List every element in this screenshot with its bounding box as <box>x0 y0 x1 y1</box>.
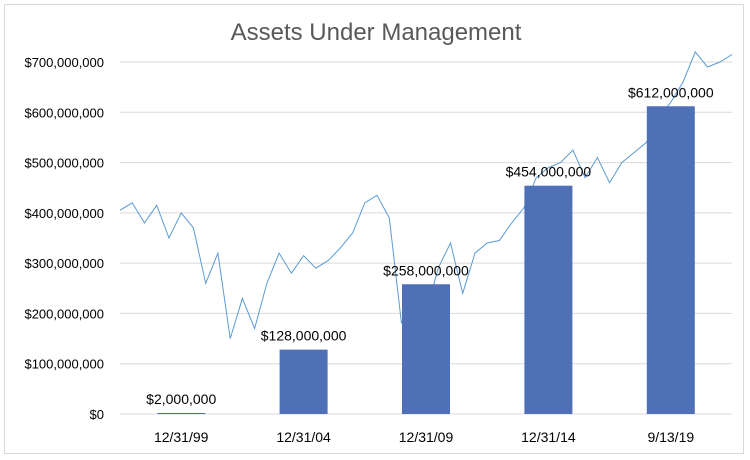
bar <box>279 349 328 414</box>
data-label: $2,000,000 <box>146 391 216 407</box>
bar <box>524 185 573 414</box>
y-tick-label: $300,000,000 <box>24 256 104 271</box>
chart-frame <box>4 4 744 454</box>
data-label: $258,000,000 <box>383 262 469 278</box>
y-tick-label: $200,000,000 <box>24 306 104 321</box>
data-label: $128,000,000 <box>261 328 347 344</box>
y-tick-label: $400,000,000 <box>24 206 104 221</box>
y-tick-label: $600,000,000 <box>24 105 104 120</box>
bar <box>646 106 695 414</box>
data-label: $612,000,000 <box>628 84 714 100</box>
x-tick-label: 12/31/09 <box>399 429 454 445</box>
bar <box>402 284 450 414</box>
x-tick-label: 12/31/04 <box>276 429 331 445</box>
y-tick-label: $0 <box>90 407 104 422</box>
x-axis-ticks: 12/31/99 12/31/04 12/31/09 12/31/14 9/13/19 <box>154 429 694 445</box>
data-label: $454,000,000 <box>506 164 592 180</box>
y-tick-label: $500,000,000 <box>24 156 104 171</box>
data-labels: $2,000,000 $128,000,000 $258,000,000 $454,0… <box>146 84 714 407</box>
x-tick-label: 12/31/99 <box>154 429 209 445</box>
y-tick-label: $700,000,000 <box>24 55 104 70</box>
y-tick-label: $100,000,000 <box>24 357 104 372</box>
y-axis-ticks: $0 $100,000,000 $200,000,000 $300,000,000 $4… <box>24 55 104 422</box>
bars-layer <box>157 106 695 414</box>
x-tick-label: 9/13/19 <box>647 429 694 445</box>
x-tick-label: 12/31/14 <box>521 429 576 445</box>
bar <box>157 412 206 414</box>
chart-title: Assets Under Management <box>231 19 522 46</box>
